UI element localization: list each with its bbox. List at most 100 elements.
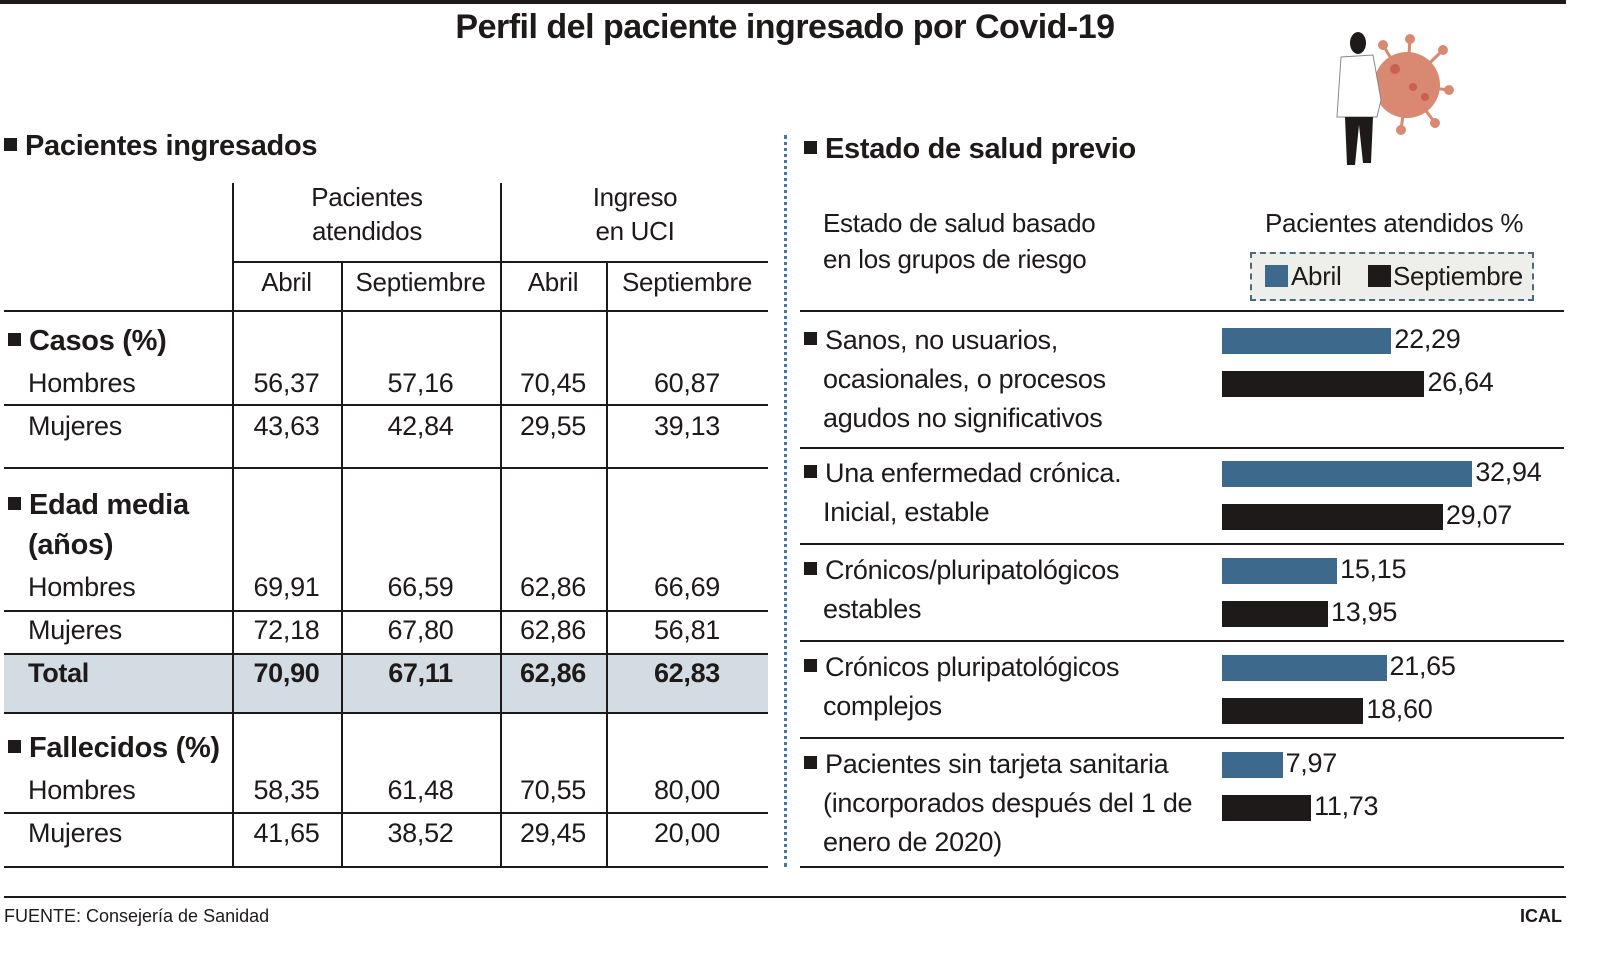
category-label: Crónicos pluripatológicos <box>804 652 1119 683</box>
table-cell: 38,52 <box>387 818 454 848</box>
table-cell: 80,00 <box>653 775 721 805</box>
legend-label-abril: Abril <box>1291 261 1342 291</box>
bar-abril <box>1222 461 1473 487</box>
chart-top-rule <box>800 310 1564 312</box>
table-cell: 66,69 <box>653 572 721 602</box>
section-title-text: Edad media <box>29 489 189 521</box>
top-rule <box>0 0 1566 4</box>
legend: Abril Septiembre <box>1250 252 1534 301</box>
table-cell: 62,86 <box>519 615 587 645</box>
category-label-text: Sanos, no usuarios, <box>825 325 1058 355</box>
category-label: enero de 2020) <box>823 827 1002 858</box>
category-label-text: Crónicos/pluripatológicos <box>825 555 1120 585</box>
section-heading-pacientes: Pacientes ingresados <box>4 130 317 163</box>
row-label: Total <box>28 658 89 688</box>
bar-abril <box>1222 655 1387 681</box>
data-label: 7,97 <box>1285 748 1338 778</box>
data-label: 11,73 <box>1314 791 1379 821</box>
column-divider <box>606 261 608 866</box>
table-cell: 41,65 <box>253 818 320 848</box>
section-title-text: (años) <box>28 529 114 561</box>
sub-header: Abril <box>527 267 579 297</box>
bar-septiembre <box>1222 698 1364 724</box>
legend-swatch-septiembre <box>1368 265 1391 287</box>
table-cell: 67,11 <box>388 658 453 688</box>
table-cell: 62,86 <box>519 572 587 602</box>
data-label: 22,29 <box>1394 324 1461 354</box>
section-title: Edad media <box>8 489 189 522</box>
category-label-text: agudos no significativos <box>823 403 1103 433</box>
sub-header: Septiembre <box>622 267 752 297</box>
category-label: agudos no significativos <box>823 403 1103 434</box>
section-title: (años) <box>28 529 114 562</box>
category-label: estables <box>823 594 921 625</box>
table-cell: 29,55 <box>519 411 587 441</box>
sub-header: Septiembre <box>355 267 486 297</box>
group-header-line2: atendidos <box>311 216 423 246</box>
row-label: Mujeres <box>28 615 122 645</box>
bar-septiembre <box>1222 601 1329 627</box>
table-cell: 56,37 <box>253 368 320 398</box>
column-divider <box>341 261 343 866</box>
table-cell: 57,16 <box>387 368 454 398</box>
table-cell: 61,48 <box>387 775 454 805</box>
bullet-square-icon <box>804 756 817 770</box>
table-cell: 70,90 <box>253 658 320 688</box>
row-rule <box>4 610 768 612</box>
section-title: Fallecidos (%) <box>8 732 220 765</box>
data-label: 29,07 <box>1445 500 1512 530</box>
group-header-line1: Ingreso <box>592 182 678 212</box>
data-label: 15,15 <box>1340 554 1407 584</box>
header-divider <box>232 261 768 263</box>
bullet-square-icon <box>804 659 817 673</box>
data-label: 26,64 <box>1427 367 1494 397</box>
table-cell: 43,63 <box>253 411 320 441</box>
row-rule <box>4 712 768 714</box>
row-rule <box>4 866 768 868</box>
doctor-virus-illustration <box>1325 25 1455 170</box>
category-label-text: enero de 2020) <box>823 827 1002 857</box>
source-note: FUENTE: Consejería de Sanidad <box>4 906 270 926</box>
row-label: Mujeres <box>28 411 122 441</box>
bullet-square-icon <box>8 496 21 510</box>
category-rule <box>800 543 1564 545</box>
table-cell: 70,55 <box>519 775 587 805</box>
legend-label-septiembre: Septiembre <box>1393 261 1523 291</box>
bullet-square-icon <box>804 562 817 576</box>
bar-septiembre <box>1222 371 1425 397</box>
bullet-square-icon <box>804 140 817 154</box>
category-label-text: Pacientes sin tarjeta sanitaria <box>825 749 1169 779</box>
category-label: complejos <box>823 691 942 722</box>
table-cell: 58,35 <box>253 775 320 805</box>
row-label: Hombres <box>28 368 136 398</box>
bar-abril <box>1222 752 1283 778</box>
category-label-text: Inicial, estable <box>823 497 990 527</box>
category-label: Pacientes sin tarjeta sanitaria <box>804 749 1169 780</box>
bar-abril <box>1222 328 1392 354</box>
total-row-highlight <box>4 653 768 712</box>
row-rule <box>4 404 768 406</box>
row-label: Hombres <box>28 572 136 602</box>
bar-abril <box>1222 558 1338 584</box>
legend-swatch-abril <box>1265 265 1288 287</box>
category-label-text: estables <box>823 594 922 624</box>
value-header: Pacientes atendidos % <box>1265 208 1524 238</box>
bar-septiembre <box>1222 504 1443 530</box>
table-cell: 72,18 <box>253 615 320 645</box>
category-label: ocasionales, o procesos <box>823 364 1106 395</box>
category-label-text: complejos <box>823 691 942 721</box>
section-title-text: Casos (%) <box>29 325 167 357</box>
table-cell: 60,87 <box>653 368 721 398</box>
category-label: Sanos, no usuarios, <box>804 325 1058 356</box>
column-divider <box>500 183 502 866</box>
section-heading-estado: Estado de salud previo <box>804 133 1136 166</box>
header-bottom-rule <box>4 310 768 312</box>
category-label: Una enfermedad crónica. <box>804 458 1122 489</box>
category-rule <box>800 866 1564 868</box>
row-label: Mujeres <box>28 818 122 848</box>
data-label: 13,95 <box>1331 597 1398 627</box>
category-label-text: Crónicos pluripatológicos <box>825 652 1120 682</box>
category-label: Inicial, estable <box>823 497 990 528</box>
category-header-line1: Estado de salud basado <box>823 208 1096 238</box>
category-label: Crónicos/pluripatológicos <box>804 555 1119 586</box>
